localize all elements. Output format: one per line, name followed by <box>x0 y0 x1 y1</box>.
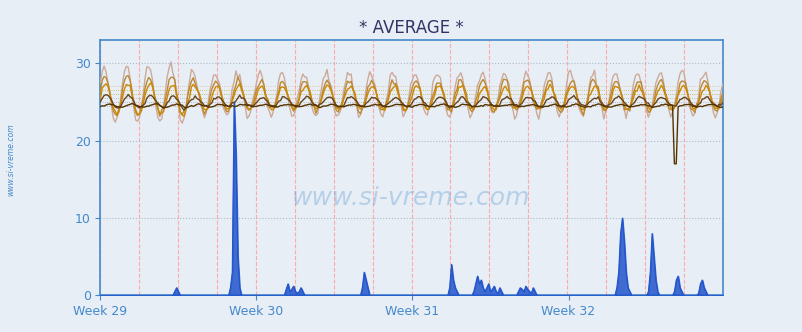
Text: www.si-vreme.com: www.si-vreme.com <box>6 123 15 196</box>
Title: * AVERAGE *: * AVERAGE * <box>358 19 464 37</box>
Text: www.si-vreme.com: www.si-vreme.com <box>292 186 530 210</box>
